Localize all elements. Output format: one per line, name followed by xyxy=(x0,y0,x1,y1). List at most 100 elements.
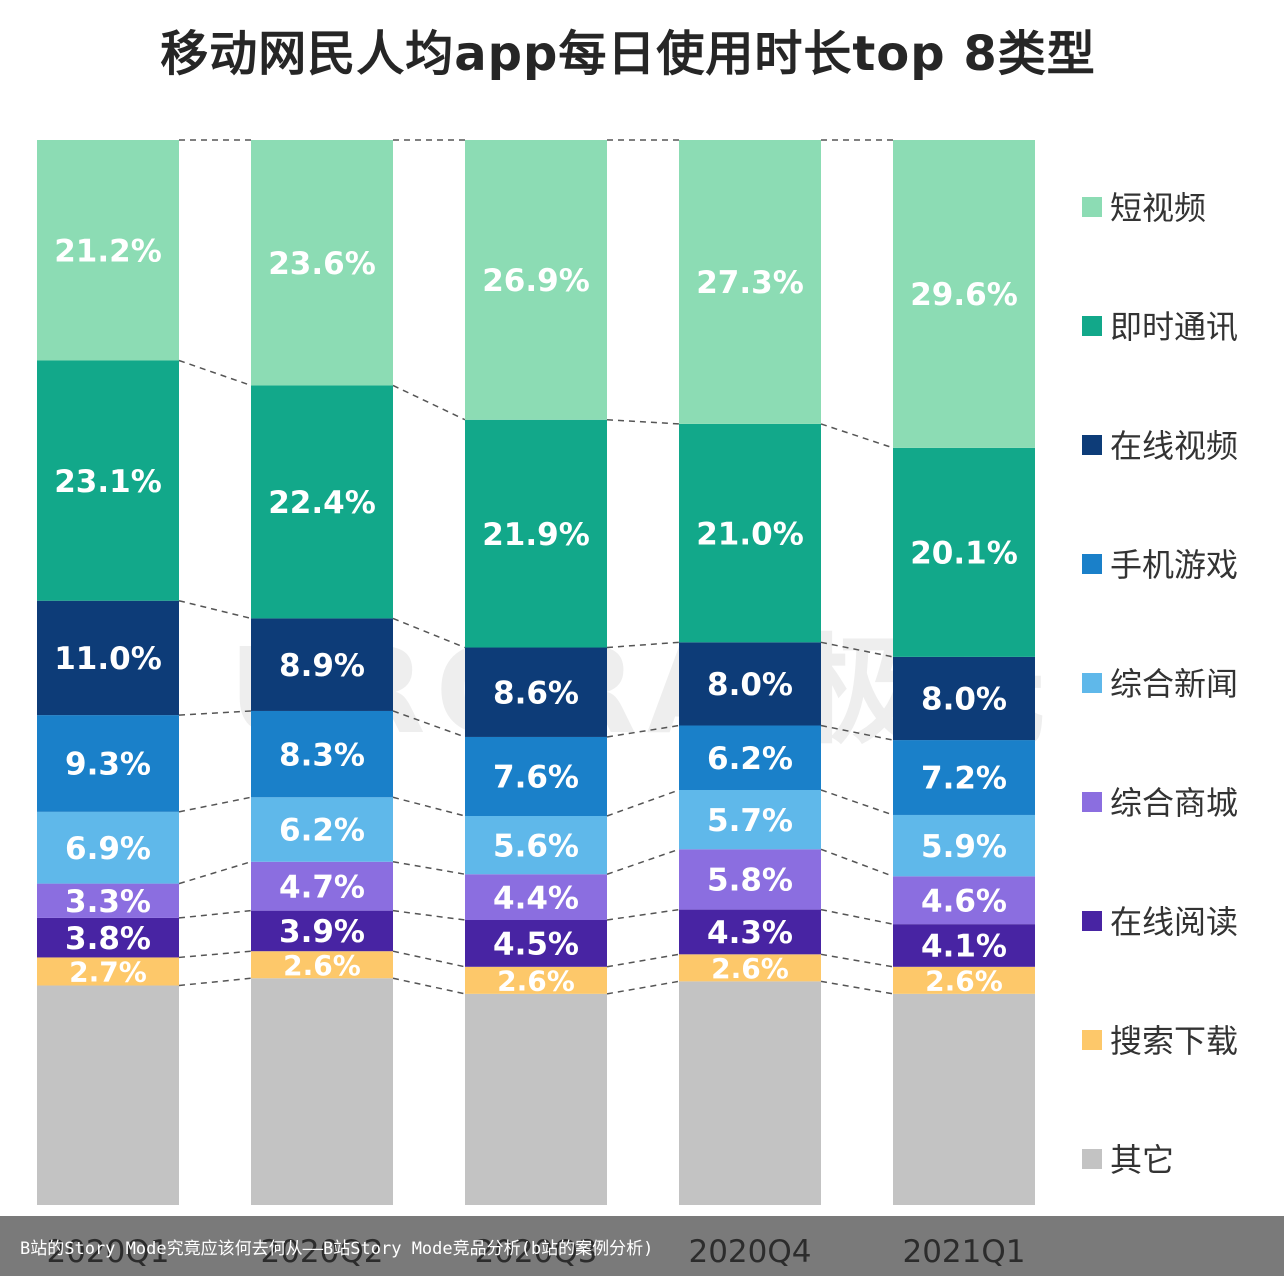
legend-label: 即时通讯 xyxy=(1110,308,1238,346)
data-label: 26.9% xyxy=(482,263,590,299)
connector-line xyxy=(392,977,466,995)
bar-segment xyxy=(679,642,821,726)
data-label: 8.0% xyxy=(707,667,793,703)
data-label: 6.9% xyxy=(65,831,151,867)
bar-segment xyxy=(37,957,179,986)
bar-segment xyxy=(465,874,607,920)
connector-line xyxy=(178,950,252,959)
data-label: 5.6% xyxy=(493,828,579,864)
bar-segment xyxy=(465,736,607,816)
bar-segment xyxy=(251,710,393,798)
connector-line xyxy=(820,908,894,925)
data-label: 2.6% xyxy=(925,964,1003,997)
bar-segment xyxy=(679,725,821,790)
data-label: 2.6% xyxy=(283,949,361,982)
data-label: 8.3% xyxy=(279,737,365,773)
legend-swatch xyxy=(1082,1030,1102,1050)
bar-segment xyxy=(465,920,607,967)
bar-segment xyxy=(37,883,179,918)
data-label: 4.4% xyxy=(493,880,579,916)
connector-line xyxy=(820,423,894,449)
bar-labels: 2.7% 2.6% 2.6% 2.6% 2.6% 3.8% 3.9% 4.5% 4.3% 4.1%… xyxy=(54,233,1018,997)
legend-label: 搜索下载 xyxy=(1110,1022,1238,1060)
data-label: 23.6% xyxy=(268,246,376,282)
legend-swatch xyxy=(1082,911,1102,931)
connector-line xyxy=(178,710,252,716)
connector-line xyxy=(178,909,252,919)
bar-segment xyxy=(37,360,179,601)
legend-swatch xyxy=(1082,316,1102,336)
bar-segment xyxy=(893,447,1035,657)
legend-label: 在线视频 xyxy=(1110,427,1238,465)
data-label: 8.6% xyxy=(493,675,579,711)
bar-segment xyxy=(893,740,1035,815)
connector-line xyxy=(606,789,680,817)
bar-segment xyxy=(893,814,1035,877)
legend-swatch xyxy=(1082,1149,1102,1169)
bar-segment xyxy=(37,985,179,1205)
legend-swatch xyxy=(1082,792,1102,812)
legend-swatch xyxy=(1082,197,1102,217)
data-label: 2.6% xyxy=(497,964,575,997)
bar-segment xyxy=(893,656,1035,741)
bar-segment xyxy=(679,849,821,910)
data-label: 2.6% xyxy=(711,952,789,985)
caption-text: B站的Story Mode究竟应该何去何从——B站Story Mode竞品分析(… xyxy=(20,1239,654,1259)
data-label: 4.3% xyxy=(707,915,793,951)
bar-segment xyxy=(893,876,1035,925)
bar-segment xyxy=(465,419,607,648)
bar-segment xyxy=(893,966,1035,994)
connector-line xyxy=(392,384,466,421)
data-label: 21.0% xyxy=(696,516,804,552)
connector-line xyxy=(606,419,680,425)
connector-line xyxy=(820,848,894,878)
connector-line xyxy=(820,641,894,658)
legend-swatch xyxy=(1082,673,1102,693)
legend-label: 综合新闻 xyxy=(1110,665,1238,703)
connector-line xyxy=(820,724,894,741)
legend-label: 手机游戏 xyxy=(1110,546,1238,584)
bar-segment xyxy=(893,924,1035,967)
connector-line xyxy=(392,950,466,968)
bar-segment xyxy=(37,600,179,716)
data-label: 29.6% xyxy=(910,277,1018,313)
data-label: 5.7% xyxy=(707,803,793,839)
connector-line xyxy=(392,909,466,921)
connector-line xyxy=(820,980,894,995)
connector-line xyxy=(392,861,466,875)
data-label: 3.8% xyxy=(65,921,151,957)
connector-lines xyxy=(178,139,894,995)
bar-segment xyxy=(679,954,821,982)
chart-title: 移动网民人均app每日使用时长top 8类型 xyxy=(160,26,1096,82)
data-label: 4.6% xyxy=(921,883,1007,919)
bar-segment xyxy=(251,861,393,911)
caption-bar: B站的Story Mode究竟应该何去何从——B站Story Mode竞品分析(… xyxy=(0,1216,1284,1276)
connector-line xyxy=(392,710,466,738)
legend-label: 综合商城 xyxy=(1110,784,1238,822)
data-label: 27.3% xyxy=(696,265,804,301)
connector-line xyxy=(178,359,252,387)
data-label: 7.6% xyxy=(493,760,579,796)
connector-line xyxy=(820,953,894,968)
bar-segment xyxy=(37,917,179,958)
bar-segment xyxy=(679,909,821,955)
bar-segment xyxy=(679,140,821,424)
data-label: 21.2% xyxy=(54,233,162,269)
bar-segment xyxy=(465,966,607,994)
bar-segment xyxy=(465,993,607,1205)
bar-segment xyxy=(465,816,607,875)
connector-line xyxy=(178,599,252,620)
connector-line xyxy=(820,789,894,816)
data-label: 20.1% xyxy=(910,536,1018,572)
data-label: 5.9% xyxy=(921,829,1007,865)
legend-label: 短视频 xyxy=(1110,189,1206,227)
bar-segment xyxy=(251,978,393,1205)
data-label: 8.9% xyxy=(279,648,365,684)
data-label: 11.0% xyxy=(54,641,162,677)
connector-line xyxy=(178,861,252,885)
legend-label: 其它 xyxy=(1110,1141,1174,1179)
legend-label: 在线阅读 xyxy=(1110,903,1238,941)
connector-line xyxy=(178,977,252,987)
